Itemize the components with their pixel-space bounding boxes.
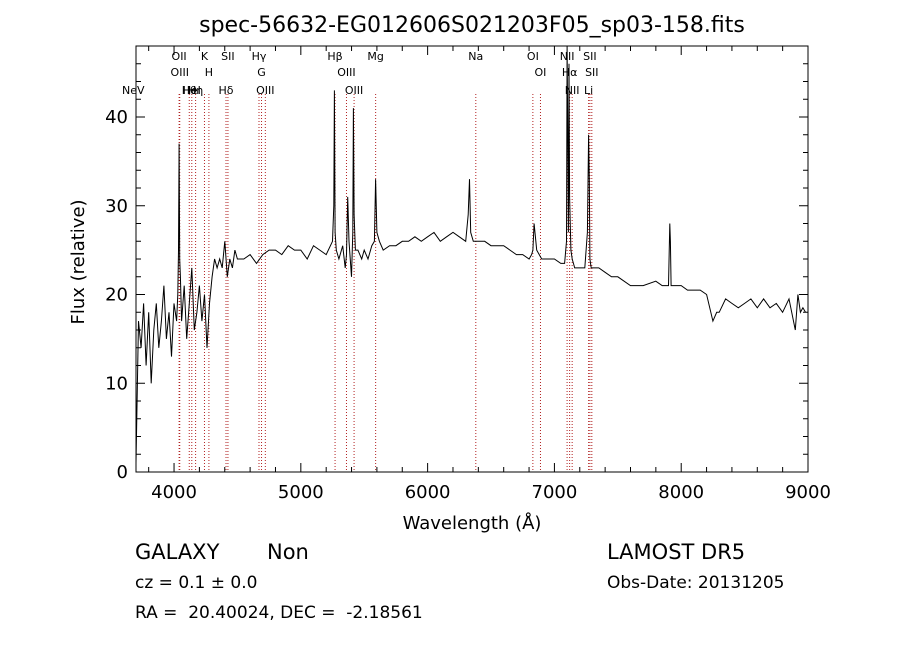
marker-label: NeV xyxy=(122,84,145,97)
spectrum-line xyxy=(135,45,806,464)
plot-frame xyxy=(135,45,809,473)
marker-label: SII xyxy=(585,66,598,79)
x-tick-label: 6000 xyxy=(405,482,451,503)
y-axis-label: Flux (relative) xyxy=(68,199,89,324)
marker-label: OIII xyxy=(337,66,355,79)
marker-label: SII xyxy=(583,50,596,63)
marker-label: OIII xyxy=(256,84,274,97)
marker-label: OIII xyxy=(345,84,363,97)
cz-label: cz = 0.1 ± 0.0 xyxy=(135,573,258,593)
x-tick-label: 9000 xyxy=(785,482,831,503)
marker-label: HeI xyxy=(183,84,201,97)
subclass-label: Non xyxy=(267,540,309,564)
marker-label: Hθ xyxy=(182,84,197,97)
y-axis-ticks: 0 10 20 30 40 xyxy=(105,63,808,483)
survey-label: LAMOST DR5 xyxy=(607,540,746,564)
x-tick-label: 5000 xyxy=(278,482,324,503)
marker-label: Hγ xyxy=(252,50,267,63)
marker-label: OI xyxy=(527,50,539,63)
marker-label: Hα xyxy=(562,66,578,79)
marker-label: G xyxy=(257,66,266,79)
y-tick-label: 10 xyxy=(105,373,128,394)
marker-label: H xyxy=(205,66,213,79)
y-tick-label: 40 xyxy=(105,107,128,128)
y-tick-label: 20 xyxy=(105,285,128,306)
marker-label: Mg xyxy=(367,50,383,63)
obs-date-label: Obs-Date: 20131205 xyxy=(607,573,785,593)
x-axis-ticks: 4000 5000 6000 7000 8000 9000 xyxy=(148,46,831,503)
marker-label: OIII xyxy=(171,66,189,79)
y-tick-label: 0 xyxy=(117,462,128,483)
marker-label: Na xyxy=(468,50,483,63)
marker-label: SII xyxy=(221,50,234,63)
marker-lines xyxy=(178,94,593,472)
marker-label: OI xyxy=(535,66,547,79)
marker-label: Hδ xyxy=(219,84,234,97)
marker-label: Hβ xyxy=(327,50,342,63)
marker-label: Li xyxy=(584,84,593,97)
class-label: GALAXY xyxy=(135,540,220,564)
marker-label: K xyxy=(201,50,209,63)
radec-label: RA = 20.40024, DEC = -2.18561 xyxy=(135,603,423,623)
x-tick-label: 4000 xyxy=(151,482,197,503)
chart-title: spec-56632-EG012606S021203F05_sp03-158.f… xyxy=(199,13,745,38)
x-tick-label: 8000 xyxy=(658,482,704,503)
x-tick-label: 7000 xyxy=(532,482,578,503)
y-tick-label: 30 xyxy=(105,196,128,217)
x-axis-label: Wavelength (Å) xyxy=(403,512,542,534)
marker-label: Hη xyxy=(188,84,203,97)
marker-label: OII xyxy=(172,50,187,63)
